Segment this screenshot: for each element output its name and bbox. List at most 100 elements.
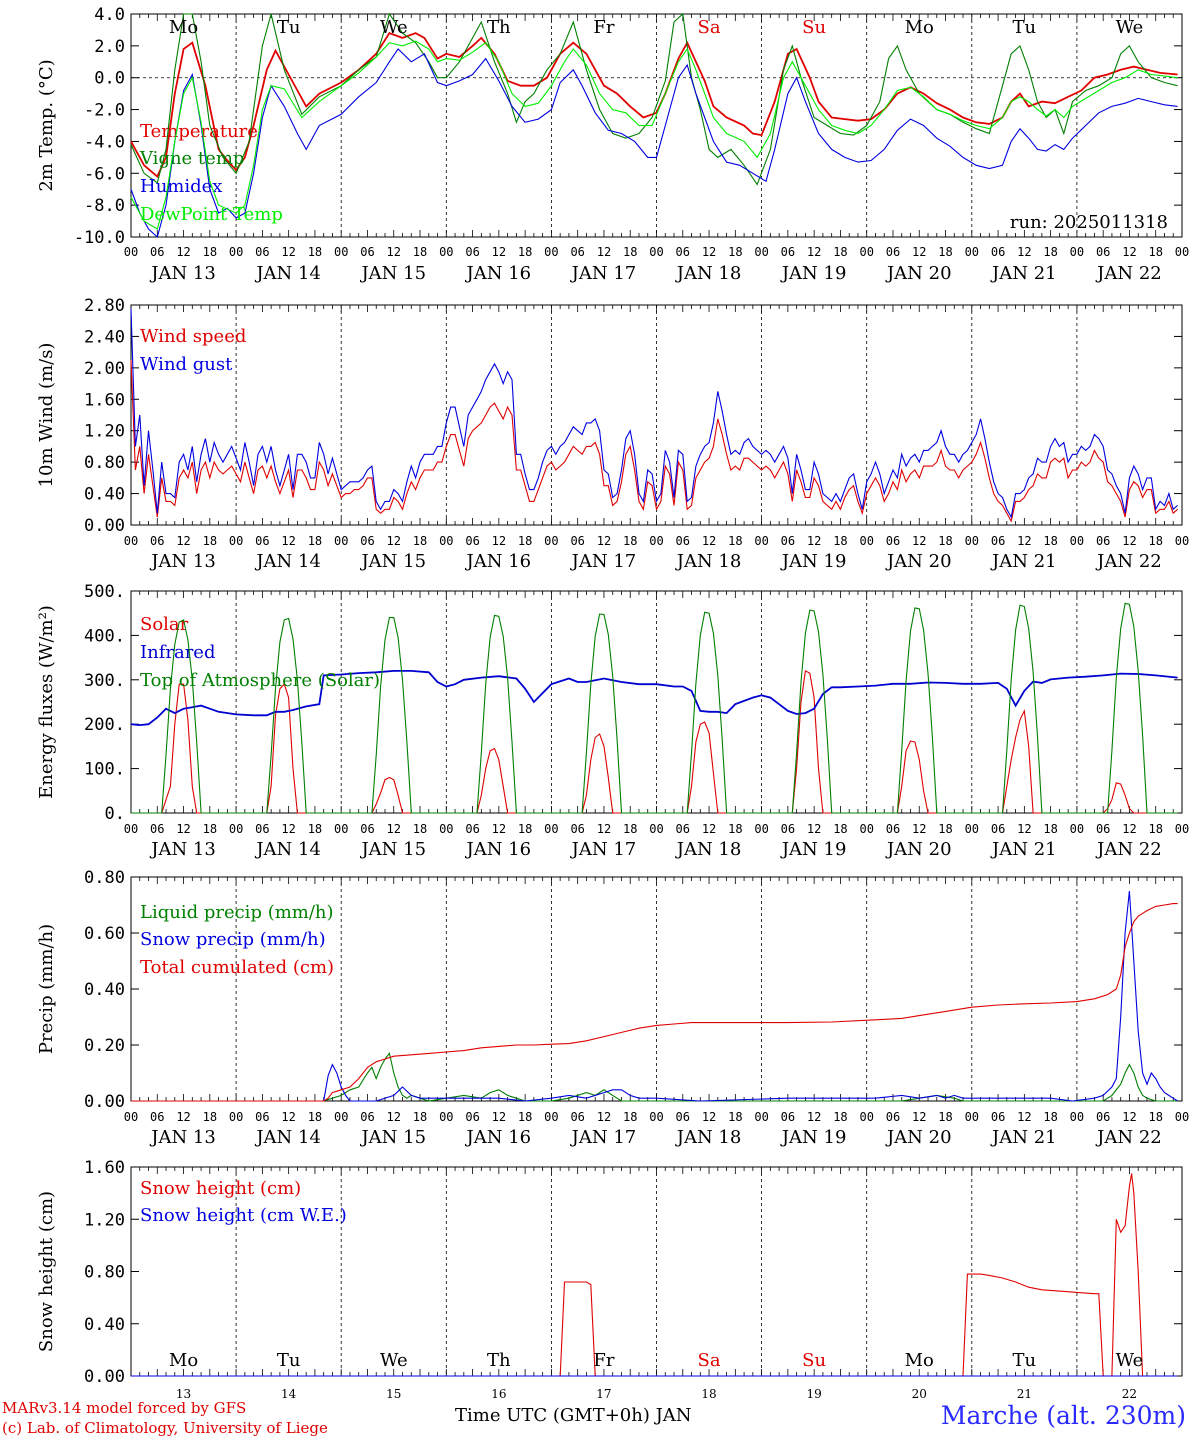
- day-label: JAN 17: [570, 1127, 637, 1148]
- hour-tick-label: 06: [150, 1110, 164, 1124]
- hour-tick-label: 18: [308, 1110, 322, 1124]
- y-tick-label: 1.60: [84, 390, 125, 410]
- day-label: JAN 20: [885, 551, 952, 572]
- hour-tick-label: 06: [360, 534, 374, 548]
- hour-tick-label: 00: [859, 534, 873, 548]
- hour-tick-label: 00: [544, 534, 558, 548]
- hour-tick-label: 00: [229, 534, 243, 548]
- hour-tick-label: 18: [518, 822, 532, 836]
- series-line-dewpoint-temp: [130, 40, 1178, 230]
- hour-tick-label: 18: [308, 245, 322, 259]
- legend-entry: Infrared: [140, 642, 215, 663]
- panel-5: 1.60 1.20 0.80 0.40 0.00 Snow height (cm) Snow…: [36, 1158, 1183, 1387]
- day-label: JAN 20: [885, 1127, 952, 1148]
- day-label: JAN 18: [675, 839, 742, 860]
- y-tick-label: 0.: [105, 804, 125, 824]
- hour-tick-label: 00: [1070, 245, 1084, 259]
- hour-tick-label: 00: [754, 822, 768, 836]
- hour-tick-label: 06: [465, 534, 479, 548]
- hour-tick-label: 06: [886, 245, 900, 259]
- hour-tick-label: 12: [492, 245, 506, 259]
- day-label: JAN 19: [780, 551, 847, 572]
- hour-tick-label: 06: [570, 534, 584, 548]
- bottom-day-number: 13: [176, 1387, 191, 1401]
- hour-tick-label: 18: [728, 822, 742, 836]
- y-axis-title: 2m Temp. (°C): [36, 59, 57, 191]
- day-label: JAN 19: [780, 263, 847, 284]
- hour-tick-label: 00: [1175, 822, 1189, 836]
- hour-tick-label: 18: [203, 1110, 217, 1124]
- day-label: JAN 15: [359, 839, 426, 860]
- y-tick-label: 0.80: [84, 453, 125, 473]
- hour-tick-label: 12: [281, 1110, 295, 1124]
- hour-tick-label: 18: [728, 245, 742, 259]
- hour-tick-label: 12: [702, 245, 716, 259]
- day-label: JAN 13: [149, 263, 216, 284]
- hour-tick-label: 18: [1043, 534, 1057, 548]
- y-tick-label: 1.20: [84, 1210, 125, 1230]
- legend-entry: Humidex: [140, 176, 222, 197]
- hour-tick-label: 12: [387, 822, 401, 836]
- hour-tick-label: 00: [754, 1110, 768, 1124]
- hour-tick-label: 18: [623, 1110, 637, 1124]
- hour-tick-label: 18: [623, 245, 637, 259]
- hour-tick-label: 18: [833, 245, 847, 259]
- y-tick-label: 100.: [84, 760, 125, 780]
- day-label: JAN 16: [465, 1127, 532, 1148]
- day-label: JAN 15: [359, 1127, 426, 1148]
- legend-entry: Total cumulated (cm): [140, 957, 334, 978]
- y-tick-label: 300.: [84, 671, 125, 691]
- y-tick-label: 2.0: [94, 37, 125, 57]
- legend-entry: Snow height (cm): [140, 1178, 301, 1199]
- hour-tick-label: 18: [518, 534, 532, 548]
- y-tick-label: 500.: [84, 582, 125, 602]
- hour-tick-label: 18: [1148, 1110, 1162, 1124]
- hour-tick-label: 06: [886, 822, 900, 836]
- day-label: JAN 22: [1095, 839, 1162, 860]
- panel-3: 500. 400. 300. 200. 100. 0. Energy fluxes (W/m…: [36, 582, 1189, 860]
- hour-tick-label: 12: [912, 245, 926, 259]
- y-tick-label: 200.: [84, 715, 125, 735]
- y-axis-title: Snow height (cm): [36, 1191, 57, 1352]
- series-line-humidex: [130, 48, 1178, 239]
- day-label: JAN 18: [675, 551, 742, 572]
- footer-lab-credit: (c) Lab. of Climatology, University of L…: [2, 1419, 328, 1437]
- day-label: JAN 19: [780, 1127, 847, 1148]
- hour-tick-label: 00: [965, 245, 979, 259]
- legend-entry: DewPoint Temp: [140, 204, 283, 225]
- hour-tick-label: 00: [544, 245, 558, 259]
- hour-tick-label: 00: [544, 1110, 558, 1124]
- hour-tick-label: 06: [991, 245, 1005, 259]
- hour-tick-label: 06: [886, 1110, 900, 1124]
- weekday-label-top: Tu: [1013, 17, 1037, 38]
- y-tick-label: 0.80: [84, 1263, 125, 1283]
- hour-tick-label: 06: [991, 534, 1005, 548]
- hour-tick-label: 18: [413, 1110, 427, 1124]
- hour-tick-label: 18: [518, 1110, 532, 1124]
- day-label: JAN 18: [675, 1127, 742, 1148]
- hour-tick-label: 18: [1148, 245, 1162, 259]
- weekday-label-top: Tu: [277, 17, 301, 38]
- hour-tick-label: 00: [124, 822, 138, 836]
- day-label: JAN 20: [885, 839, 952, 860]
- hour-tick-label: 00: [754, 245, 768, 259]
- day-label: JAN 22: [1095, 263, 1162, 284]
- day-label: JAN 18: [675, 263, 742, 284]
- hour-tick-label: 12: [1122, 534, 1136, 548]
- hour-tick-label: 18: [623, 534, 637, 548]
- hour-tick-label: 12: [492, 534, 506, 548]
- hour-tick-label: 12: [912, 1110, 926, 1124]
- legend-entry: Wind gust: [140, 354, 233, 375]
- footer-model-credit: MARv3.14 model forced by GFS: [2, 1399, 247, 1417]
- series-line-solar: [131, 670, 1178, 814]
- hour-tick-label: 06: [150, 245, 164, 259]
- day-label: JAN 19: [780, 839, 847, 860]
- hour-tick-label: 18: [203, 534, 217, 548]
- y-tick-label: 0.60: [84, 924, 125, 944]
- hour-tick-label: 12: [176, 1110, 190, 1124]
- hour-tick-label: 18: [518, 245, 532, 259]
- hour-tick-label: 18: [413, 245, 427, 259]
- weekday-label-top: Mo: [169, 17, 198, 38]
- hour-tick-label: 12: [702, 822, 716, 836]
- hour-tick-label: 18: [1043, 1110, 1057, 1124]
